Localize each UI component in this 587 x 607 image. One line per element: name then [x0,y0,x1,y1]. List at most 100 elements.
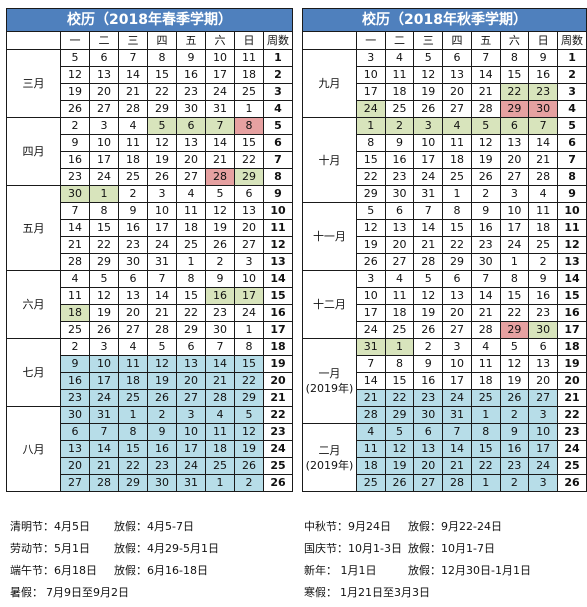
header-weekday: 一 [60,31,90,50]
day-cell: 18 [205,440,235,458]
day-cell: 22 [384,389,415,407]
day-cell: 22 [176,304,206,322]
day-cell: 6 [60,423,90,441]
day-cell: 1 [205,474,235,492]
header-month-blank [6,31,61,50]
day-cell: 18 [470,372,501,390]
day-cell: 6 [118,270,148,288]
day-cell: 11 [384,287,415,305]
week-number: 24 [263,440,293,458]
week-row: 6 7 8 9 10 11 12 23 [7,423,293,441]
day-cell: 16 [528,287,559,305]
day-cell: 8 [234,117,264,135]
day-cell: 16 [499,440,530,458]
day-cell: 30 [470,253,501,271]
day-cell: 23 [499,457,530,475]
day-cell: 17 [413,151,444,169]
day-cell: 5 [355,202,386,220]
week-number: 16 [557,304,587,322]
day-cell: 29 [499,321,530,339]
day-cell: 26 [234,457,264,475]
day-cell: 6 [499,117,530,135]
day-cell: 26 [60,100,90,118]
day-cell: 20 [60,457,90,475]
day-cell: 11 [118,355,148,373]
day-cell: 16 [118,219,148,237]
day-cell: 14 [205,134,235,152]
day-cell: 3 [234,253,264,271]
day-cell: 30 [528,100,559,118]
spring-holiday-notes: 清明节：4月5日 放假：4月5-7日 劳动节：5月1日 放假：4月29-5月1日 端午节… [10,518,290,606]
day-cell: 10 [499,202,530,220]
day-cell: 17 [89,151,119,169]
day-cell: 18 [355,457,386,475]
week-number: 11 [557,219,587,237]
day-cell: 4 [384,49,415,67]
week-row: 七月 2 3 4 5 6 7 8 18 [6,338,293,407]
day-cell: 18 [118,372,148,390]
day-cell: 20 [528,372,559,390]
day-cell: 10 [89,355,119,373]
day-cell: 7 [205,117,235,135]
day-cell: 1 [176,253,206,271]
day-cell: 9 [176,49,206,67]
day-cell: 11 [384,66,415,84]
week-row: 12 13 14 15 16 17 18 2 [7,66,293,84]
week-row: 21 22 23 24 25 26 27 12 [7,236,293,254]
day-cell: 8 [470,423,501,441]
week-row: 8 9 10 11 12 13 14 6 [303,134,587,152]
day-cell: 23 [147,457,177,475]
holiday-name: 劳动节：5月1日 [10,542,90,555]
holiday-name: 中秋节：9月24日 [304,520,391,533]
day-cell: 7 [528,117,559,135]
week-row: 12 13 14 15 16 17 18 11 [303,219,587,237]
day-cell: 26 [413,100,444,118]
month-name: 十二月 [312,298,346,311]
day-cell: 19 [147,372,177,390]
day-cell: 25 [118,389,148,407]
day-cell: 12 [205,202,235,220]
month-year: (2019年) [305,458,354,472]
day-cell: 6 [176,117,206,135]
month-name: 二月 [318,443,341,457]
day-cell: 21 [205,151,235,169]
week-row: 15 16 17 18 19 20 21 7 [303,151,587,169]
day-cell: 16 [176,66,206,84]
day-cell: 4 [384,270,415,288]
week-row: 7 8 9 10 11 12 13 10 [7,202,293,220]
day-cell: 9 [499,423,530,441]
day-cell: 29 [442,253,472,271]
day-cell: 30 [147,474,177,492]
day-cell: 12 [470,134,501,152]
week-number: 10 [263,202,293,220]
day-cell: 6 [442,270,472,288]
month-label: 八月 [6,406,61,492]
week-number: 16 [263,304,293,322]
day-cell: 20 [118,304,148,322]
header-weekday: 五 [176,31,206,50]
day-cell: 13 [89,66,119,84]
header-weekday: 四 [147,31,177,50]
week-row: 9 10 11 12 13 14 15 6 [7,134,293,152]
day-cell: 8 [234,338,264,356]
week-number: 2 [557,66,587,84]
week-row: 27 28 29 30 31 1 2 26 [7,474,293,492]
day-cell: 10 [355,66,386,84]
day-cell: 10 [176,423,206,441]
day-cell: 7 [470,270,501,288]
day-cell: 13 [384,219,415,237]
day-cell: 20 [176,372,206,390]
day-cell: 1 [118,406,148,424]
day-cell: 22 [89,236,119,254]
day-cell: 14 [147,287,177,305]
spring-calendar-table: 校历（2018年春季学期）一二三四五六日周数 三月 5 6 7 8 9 10 11 1 12 13 14… [6,8,293,492]
day-cell: 25 [384,100,415,118]
day-cell: 6 [413,423,444,441]
day-cell: 10 [89,134,119,152]
day-cell: 15 [118,440,148,458]
day-cell: 3 [499,185,530,203]
day-cell: 13 [442,66,472,84]
day-cell: 29 [147,100,177,118]
day-cell: 17 [442,372,472,390]
day-cell: 8 [355,134,386,152]
